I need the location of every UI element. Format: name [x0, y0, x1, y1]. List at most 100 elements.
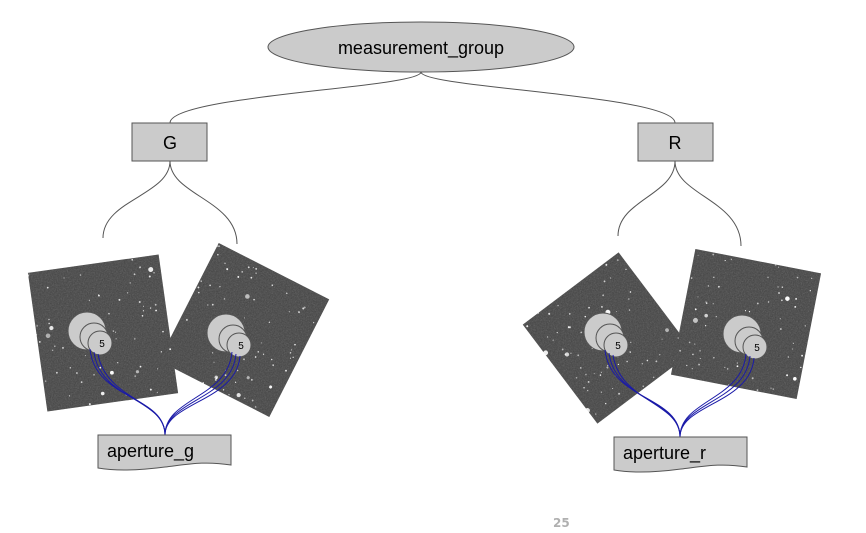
star-speck [781, 299, 783, 302]
star-speck [148, 267, 154, 273]
star-speck [76, 372, 78, 374]
star-speck [98, 294, 100, 297]
star-speck [688, 341, 691, 344]
star-speck [36, 325, 38, 327]
star-speck [665, 328, 669, 332]
star-speck [209, 284, 211, 287]
page-number: 25 [553, 516, 570, 530]
star-speck [260, 342, 262, 344]
star-speck [652, 376, 655, 379]
star-speck [202, 382, 205, 384]
star-speck [794, 305, 797, 308]
star-speck [68, 395, 71, 397]
star-speck [704, 313, 708, 318]
star-speck [257, 351, 259, 353]
aperture-links [89, 348, 755, 438]
star-speck [215, 377, 218, 380]
star-speck [236, 392, 241, 398]
star-speck [602, 294, 605, 297]
star-speck [600, 391, 602, 393]
star-speck [162, 330, 164, 333]
aperture-circle-label: 5 [99, 339, 105, 350]
star-speck [593, 373, 595, 375]
star-speck [154, 303, 157, 306]
root-node: measurement_group [267, 21, 575, 73]
star-speck [88, 299, 90, 301]
aperture-circle-label: 5 [754, 343, 760, 354]
star-speck [795, 298, 798, 300]
star-speck [557, 305, 559, 307]
star-speck [677, 337, 679, 339]
aperture-node-g: aperture_g [97, 434, 232, 471]
star-speck [569, 326, 572, 329]
star-speck [134, 338, 136, 340]
connector-r-image2 [674, 160, 742, 247]
connector-r-image1 [617, 160, 676, 237]
star-speck [141, 315, 144, 317]
star-speck [779, 328, 782, 331]
star-speck [216, 245, 219, 247]
star-speck [269, 385, 273, 389]
star-speck [577, 354, 580, 357]
star-speck [587, 389, 589, 392]
star-speck [609, 277, 612, 279]
star-speck [288, 311, 290, 313]
star-speck [48, 322, 50, 325]
star-speck [628, 298, 630, 300]
star-speck [564, 353, 567, 356]
star-speck [129, 282, 131, 284]
star-speck [607, 364, 609, 367]
star-speck [713, 357, 715, 359]
star-speck [584, 407, 590, 413]
star-speck [786, 374, 789, 377]
star-speck [617, 363, 619, 365]
star-speck [48, 318, 50, 321]
star-speck [289, 352, 292, 354]
star-speck [255, 267, 258, 270]
star-speck [690, 277, 693, 279]
star-speck [246, 376, 250, 380]
star-speck [641, 363, 643, 365]
star-speck [543, 350, 549, 356]
star-speck [736, 362, 739, 364]
star-speck [197, 286, 200, 289]
star-speck [272, 364, 275, 367]
star-speck [27, 274, 30, 277]
star-speck [157, 368, 159, 370]
star-speck [250, 276, 253, 279]
star-speck [245, 294, 250, 299]
star-speck [93, 374, 95, 376]
star-speck [580, 367, 582, 369]
star-speck [268, 321, 271, 323]
star-speck [694, 308, 697, 311]
star-speck [751, 377, 754, 380]
star-speck [250, 378, 253, 381]
star-speck [303, 306, 306, 309]
star-speck [219, 286, 221, 288]
star-speck [694, 343, 696, 345]
star-speck [756, 302, 759, 305]
star-speck [226, 268, 229, 271]
star-speck [809, 289, 812, 292]
star-speck [580, 331, 583, 334]
star-speck [55, 371, 58, 374]
star-speck [285, 292, 288, 295]
star-speck [155, 309, 157, 312]
star-speck [198, 291, 200, 294]
star-speck [160, 351, 163, 353]
star-speck [661, 338, 663, 340]
star-speck [251, 399, 254, 402]
star-speck [46, 286, 49, 289]
star-speck [213, 361, 215, 363]
star-speck [588, 306, 590, 309]
star-speck [241, 271, 244, 273]
star-speck [526, 325, 529, 328]
star-speck [63, 277, 65, 279]
star-speck [699, 350, 701, 352]
connector-root-g [169, 71, 422, 124]
aperture-node-g-label: aperture_g [107, 441, 194, 462]
star-speck [698, 363, 700, 366]
star-speck [291, 349, 293, 351]
star-speck [767, 301, 770, 303]
star-speck [796, 276, 799, 279]
